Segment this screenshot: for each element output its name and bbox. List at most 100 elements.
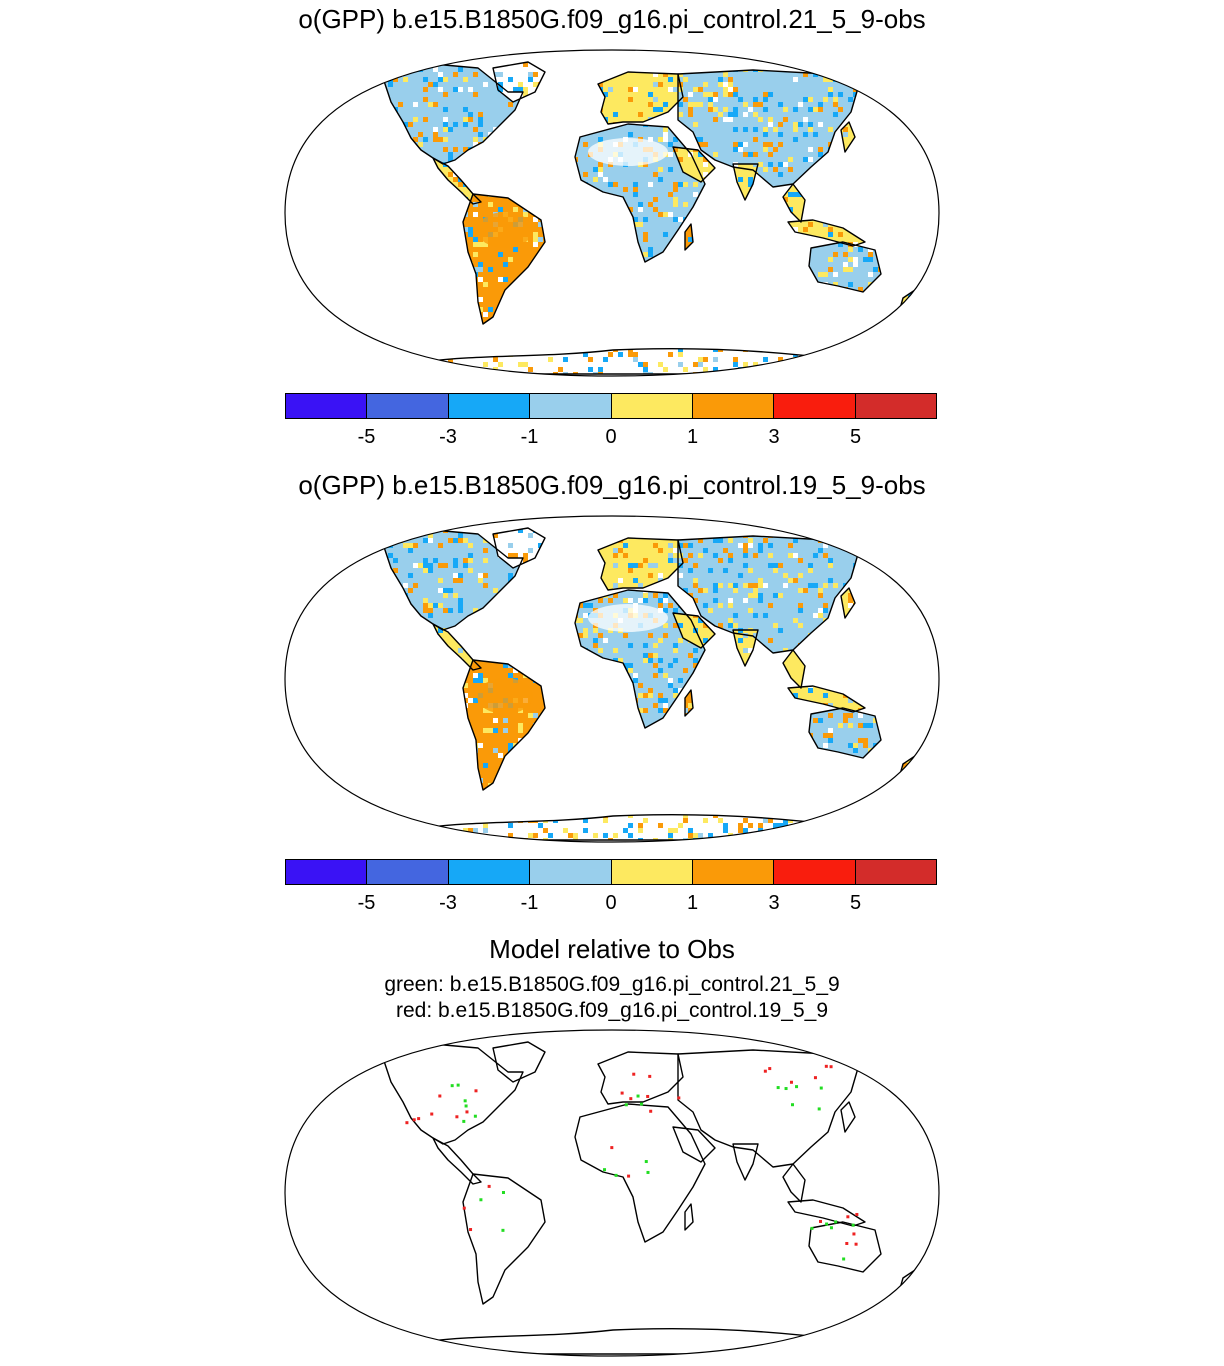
coastline-centralAmerica xyxy=(432,1137,482,1185)
colorbar-tick-label: 5 xyxy=(849,426,862,448)
site-marker-red xyxy=(846,1215,850,1219)
coastline-indonesia xyxy=(787,685,866,713)
colorbar-tick-label: -1 xyxy=(520,426,539,448)
colorbar-tick-label: 1 xyxy=(686,426,699,448)
site-marker-green xyxy=(462,1119,466,1123)
coastline-africa xyxy=(574,1103,706,1243)
coastline-india xyxy=(732,1143,759,1181)
coastline-europe xyxy=(597,537,684,591)
coastline-africa xyxy=(574,123,706,263)
colorbar-box xyxy=(692,860,775,884)
site-marker-green xyxy=(791,1103,795,1107)
colorbar-1 xyxy=(285,393,937,419)
site-marker-red xyxy=(629,1097,633,1101)
site-marker-green xyxy=(817,1107,821,1111)
coastline-greenland xyxy=(492,527,546,569)
site-marker-red xyxy=(474,1089,478,1093)
legend-green-line: green: b.e15.B1850G.f09_g16.pi_control.2… xyxy=(384,973,840,996)
site-marker-red xyxy=(813,1076,817,1080)
colorbar-1-labels: -5 -3 -1 0 1 3 5 xyxy=(285,425,937,451)
coastline-seAsia xyxy=(782,649,806,689)
site-marker-red xyxy=(465,1110,469,1114)
site-marker-green xyxy=(479,1198,483,1202)
coastline-centralAmerica xyxy=(432,157,482,205)
coastline-greenland xyxy=(492,61,546,103)
map1-title: o(GPP) b.e15.B1850G.f09_g16.pi_control.2… xyxy=(298,4,926,34)
region-centralAmerica xyxy=(433,624,481,670)
map2-title: o(GPP) b.e15.B1850G.f09_g16.pi_control.1… xyxy=(298,470,926,500)
coastline-indonesia xyxy=(787,219,866,247)
site-marker-green xyxy=(463,1099,467,1103)
colorbar-box xyxy=(855,394,936,418)
coastline-india xyxy=(732,629,759,667)
amazon-region xyxy=(477,678,533,714)
site-marker-green xyxy=(464,1104,468,1108)
colorbar-tick-label: 1 xyxy=(686,892,699,914)
map2-gpp-bias-19 xyxy=(284,515,940,843)
colorbar-tick-label: 3 xyxy=(768,426,780,448)
sahara-region xyxy=(588,138,668,166)
site-marker-red xyxy=(768,1067,772,1071)
site-marker-green xyxy=(795,1085,799,1089)
legend-red-line: red: b.e15.B1850G.f09_g16.pi_control.19_… xyxy=(395,999,828,1022)
site-marker-green xyxy=(456,1083,460,1087)
region-indonesia xyxy=(788,686,865,712)
colorbar-tick-label: 3 xyxy=(768,892,780,914)
site-marker-green xyxy=(473,1114,477,1118)
site-marker-green xyxy=(624,1103,628,1107)
colorbar-tick-label: -3 xyxy=(439,892,457,914)
site-marker-red xyxy=(818,1219,822,1223)
site-marker-green xyxy=(819,1086,823,1090)
colorbar-box xyxy=(286,394,368,418)
site-marker-red xyxy=(646,1094,650,1098)
site-marker-red xyxy=(620,1091,624,1095)
site-marker-red xyxy=(610,1146,614,1150)
coastline-japan xyxy=(840,121,856,153)
colorbar-2 xyxy=(285,859,937,885)
colorbar-box xyxy=(367,394,449,418)
colorbar-box xyxy=(530,394,612,418)
colorbar-box xyxy=(611,860,693,884)
colorbar-box xyxy=(774,394,856,418)
coastline-northAmerica xyxy=(382,63,524,165)
site-marker-green xyxy=(829,1226,833,1230)
coastline-arabia xyxy=(672,612,716,649)
coastline-seAsia xyxy=(782,183,806,223)
site-marker-green xyxy=(834,1220,838,1224)
coastline-southAmerica xyxy=(462,1173,546,1305)
site-marker-red xyxy=(487,1184,491,1188)
colorbar-tick-label: -5 xyxy=(357,892,376,914)
coastline-greenland xyxy=(492,1041,546,1083)
colorbar-tick-label: 0 xyxy=(605,426,617,448)
colorbar-box xyxy=(530,860,612,884)
site-marker-green xyxy=(851,1223,855,1227)
site-marker-red xyxy=(430,1112,434,1116)
site-marker-green xyxy=(646,1170,650,1174)
site-marker-red xyxy=(632,1072,636,1076)
site-marker-red xyxy=(455,1115,459,1119)
map3-title: Model relative to Obs xyxy=(489,934,735,964)
site-marker-red xyxy=(417,1117,421,1121)
colorbar-tick-label: -1 xyxy=(520,892,539,914)
colorbar-2-labels: -5 -3 -1 0 1 3 5 xyxy=(285,891,937,917)
coastline-centralAmerica xyxy=(432,623,482,671)
colorbar-box xyxy=(611,394,693,418)
site-marker-red xyxy=(789,1080,793,1084)
colorbar-tick-label: 0 xyxy=(605,892,617,914)
map1-gpp-bias-21 xyxy=(284,49,940,377)
site-marker-green xyxy=(825,1222,829,1226)
site-marker-red xyxy=(845,1241,849,1245)
coastline-india xyxy=(732,163,759,201)
region-indonesia xyxy=(788,220,865,246)
coastline-africa xyxy=(574,589,706,729)
site-marker-red xyxy=(648,1074,652,1078)
map-boundary xyxy=(284,515,940,843)
site-marker-green xyxy=(776,1086,780,1090)
site-marker-red xyxy=(412,1118,416,1122)
site-marker-green xyxy=(784,1087,788,1091)
coastline-northAmerica xyxy=(382,529,524,631)
colorbar-tick-label: -3 xyxy=(439,426,457,448)
site-marker-green xyxy=(603,1168,607,1172)
coastline-southAmerica xyxy=(462,659,546,791)
site-marker-green xyxy=(842,1257,846,1261)
